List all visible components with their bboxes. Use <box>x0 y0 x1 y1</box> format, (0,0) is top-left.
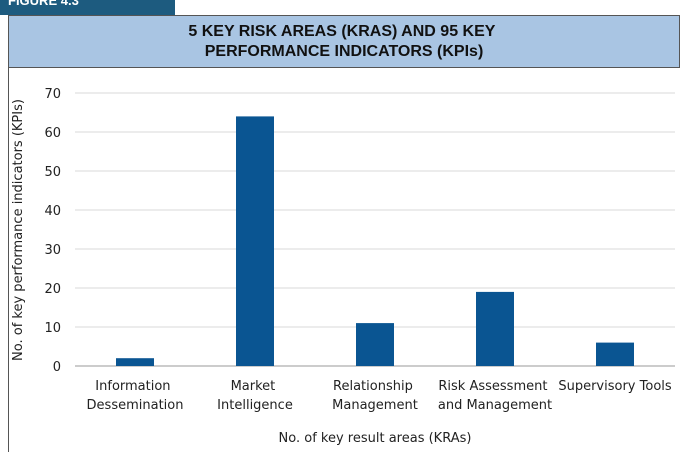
figure-tab <box>0 0 175 15</box>
y-tick-label: 30 <box>44 243 61 258</box>
bar <box>236 116 274 367</box>
x-tick-label: Risk Assessment and Management <box>438 379 552 413</box>
x-axis-label: No. of key result areas (KRAs) <box>279 431 472 446</box>
x-tick-label: Relationship Management <box>332 379 418 413</box>
x-tick-label: Market Intelligence <box>217 379 293 413</box>
figure-label: FIGURE 4.3 <box>8 0 79 8</box>
bar <box>596 342 634 366</box>
title-band <box>8 15 680 68</box>
bar <box>356 323 394 366</box>
bar <box>476 291 514 366</box>
y-tick-label: 50 <box>44 165 61 180</box>
y-axis-label: No. of key performance indicators (KPIs) <box>11 99 26 361</box>
bar <box>116 358 154 366</box>
y-tick-label: 60 <box>44 126 61 141</box>
y-tick-label: 20 <box>44 282 61 297</box>
y-tick-label: 40 <box>44 204 61 219</box>
x-tick-label: Supervisory Tools <box>558 379 672 394</box>
chart-title: 5 KEY RISK AREAS (KRAS) AND 95 KEY PERFO… <box>188 23 499 60</box>
y-tick-label: 10 <box>44 321 61 336</box>
y-tick-label: 70 <box>44 87 61 102</box>
x-tick-label: Information Dessemination <box>87 379 184 413</box>
y-tick-label: 0 <box>53 360 61 375</box>
